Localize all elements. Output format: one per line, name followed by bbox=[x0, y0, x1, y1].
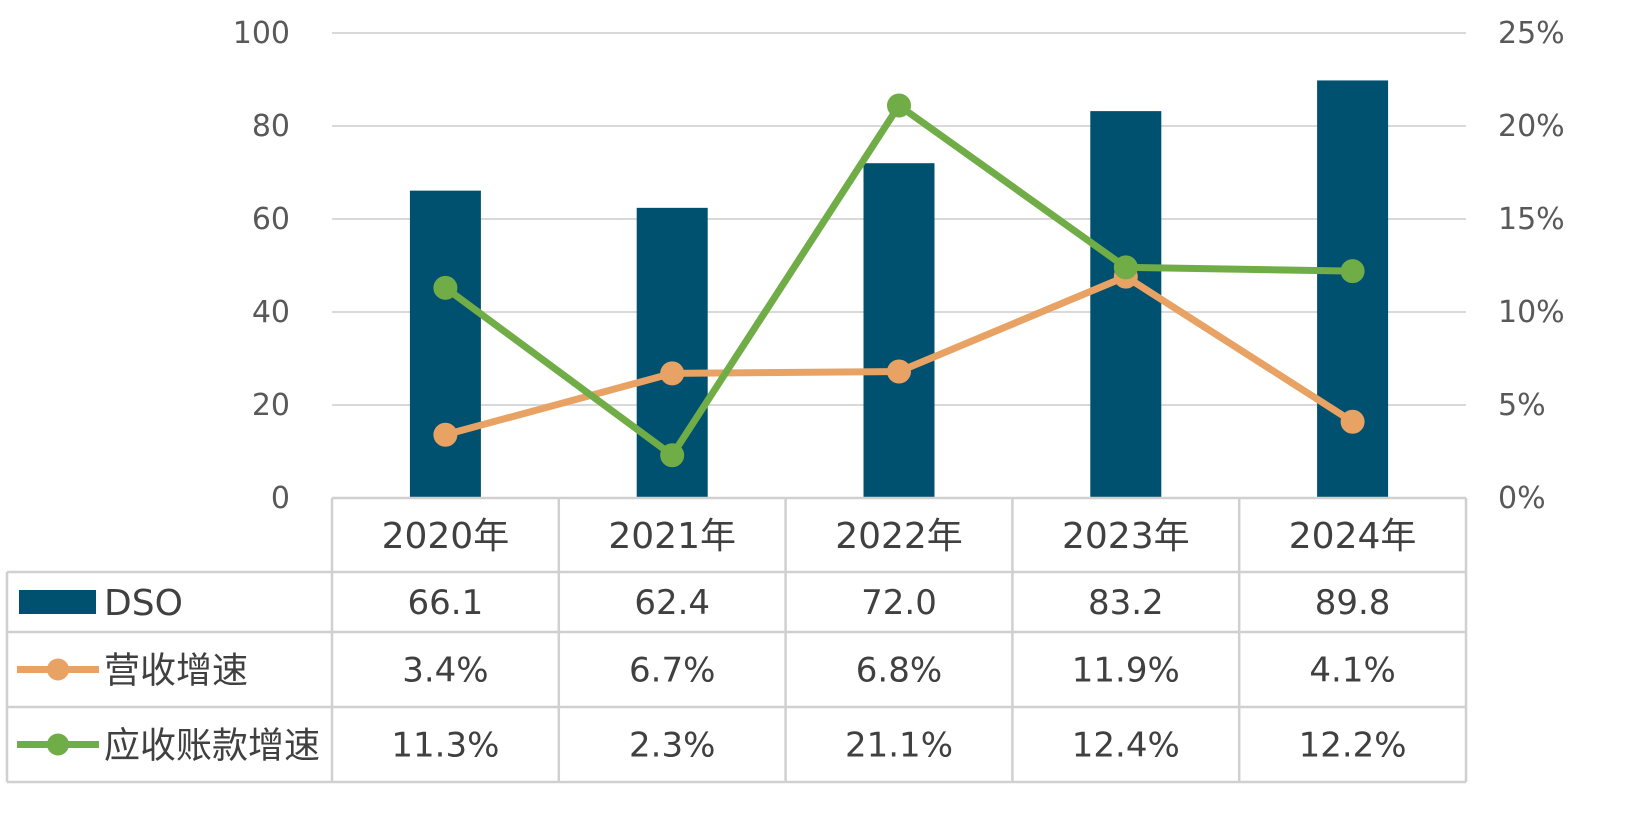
series-name-label: DSO bbox=[104, 583, 183, 624]
table-value-cell: 83.2 bbox=[1088, 583, 1164, 623]
y-right-tick-label: 20% bbox=[1498, 109, 1565, 144]
x-category-label: 2021年 bbox=[608, 516, 736, 557]
y-left-tick-label: 20 bbox=[252, 388, 290, 423]
y-left-tick-label: 40 bbox=[252, 295, 290, 330]
y-left-tick-label: 80 bbox=[252, 109, 290, 144]
x-category-label: 2023年 bbox=[1062, 516, 1190, 557]
series-point bbox=[660, 361, 685, 386]
series-name-label: 营收增速 bbox=[104, 651, 248, 692]
series-point bbox=[433, 275, 458, 300]
series-point bbox=[1340, 259, 1365, 284]
table-value-cell: 6.8% bbox=[856, 651, 942, 691]
table-value-cell: 4.1% bbox=[1309, 651, 1395, 691]
y-left-tick-label: 0 bbox=[271, 481, 290, 516]
table-value-cell: 2.3% bbox=[629, 726, 715, 766]
table-value-cell: 11.3% bbox=[391, 726, 499, 766]
series-point bbox=[887, 359, 911, 384]
y-right-tick-label: 15% bbox=[1498, 202, 1565, 237]
dso-bar bbox=[1090, 111, 1162, 499]
series-point bbox=[433, 422, 458, 447]
table-value-cell: 3.4% bbox=[402, 651, 488, 691]
dso-bar bbox=[409, 190, 481, 498]
x-category-label: 2022年 bbox=[835, 516, 963, 557]
legend-key-marker bbox=[47, 658, 69, 681]
series-point bbox=[1340, 409, 1365, 434]
table-value-cell: 62.4 bbox=[634, 583, 710, 623]
y-left-tick-label: 100 bbox=[233, 16, 290, 51]
table-value-cell: 66.1 bbox=[408, 583, 484, 623]
table-value-cell: 11.9% bbox=[1072, 651, 1180, 691]
x-category-label: 2020年 bbox=[382, 516, 510, 557]
y-right-tick-label: 0% bbox=[1498, 481, 1546, 516]
table-value-cell: 72.0 bbox=[861, 583, 937, 623]
y-right-tick-label: 5% bbox=[1498, 388, 1546, 423]
table-value-cell: 89.8 bbox=[1315, 583, 1391, 623]
legend-key-bar bbox=[19, 590, 96, 614]
y-left-tick-label: 60 bbox=[252, 202, 290, 237]
table-value-cell: 21.1% bbox=[845, 726, 953, 766]
series-point bbox=[887, 93, 911, 118]
dso-bar bbox=[1317, 80, 1389, 499]
series-point bbox=[1113, 255, 1138, 280]
series-name-label: 应收账款增速 bbox=[104, 726, 320, 767]
dso-bar bbox=[863, 163, 935, 498]
series-point bbox=[660, 443, 685, 468]
table-value-cell: 12.4% bbox=[1072, 726, 1180, 766]
y-right-tick-label: 10% bbox=[1498, 295, 1565, 330]
x-category-label: 2024年 bbox=[1289, 516, 1417, 557]
y-right-tick-label: 25% bbox=[1498, 16, 1565, 51]
table-value-cell: 6.7% bbox=[629, 651, 715, 691]
legend-key-marker bbox=[47, 733, 69, 756]
table-value-cell: 12.2% bbox=[1299, 726, 1407, 766]
